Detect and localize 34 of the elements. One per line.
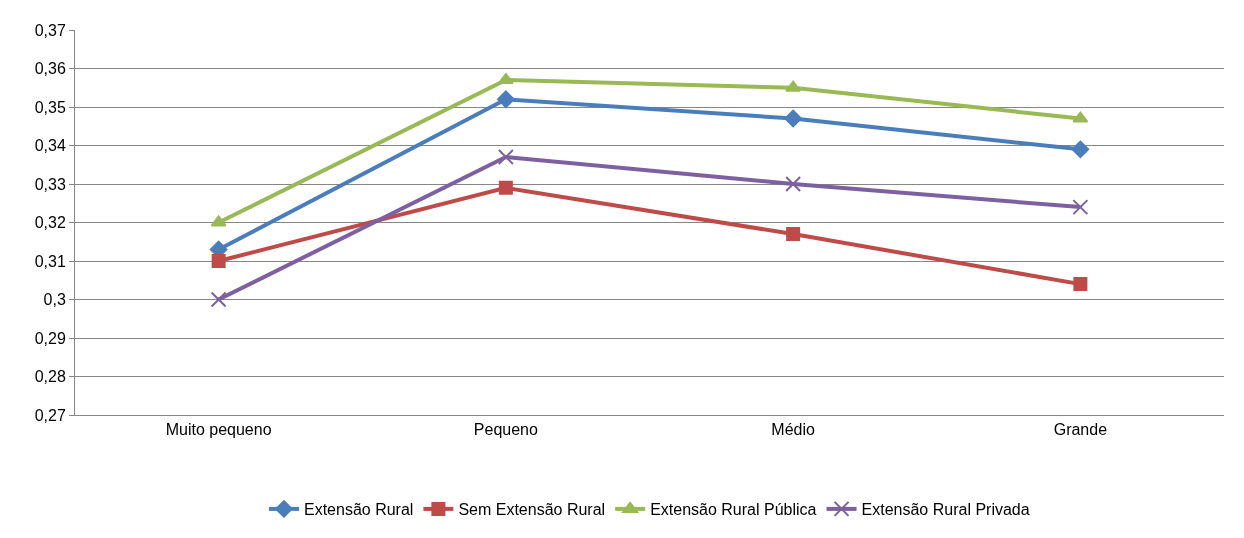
y-tick-label: 0,34 bbox=[34, 137, 66, 155]
point bbox=[497, 149, 514, 166]
y-tick-label: 0,27 bbox=[34, 406, 66, 424]
point bbox=[497, 73, 514, 85]
y-tick-label: 0,31 bbox=[34, 252, 66, 270]
legend-label: Extensão Rural Privada bbox=[861, 501, 1030, 519]
legend-label: Sem Extensão Rural bbox=[458, 501, 606, 519]
point bbox=[1072, 111, 1089, 123]
point bbox=[210, 215, 227, 227]
point bbox=[1072, 199, 1089, 216]
point bbox=[210, 291, 227, 308]
point bbox=[785, 80, 802, 92]
y-tick-label: 0,29 bbox=[34, 329, 66, 347]
y-tick-label: 0,35 bbox=[34, 98, 66, 116]
point bbox=[1071, 140, 1090, 159]
legend-label: Extensão Rural bbox=[304, 501, 414, 519]
y-tick-label: 0,3 bbox=[43, 291, 66, 309]
point bbox=[497, 90, 515, 109]
point bbox=[211, 254, 226, 268]
y-tick-label: 0,37 bbox=[34, 21, 66, 39]
y-tick-label: 0,33 bbox=[34, 175, 66, 193]
point bbox=[786, 227, 801, 242]
point bbox=[785, 176, 802, 192]
point bbox=[1073, 277, 1088, 292]
x-tick-label: Grande bbox=[1053, 421, 1108, 439]
x-tick-label: Muito pequeno bbox=[165, 421, 272, 439]
legend-label: Extensão Rural Pública bbox=[650, 501, 817, 519]
y-tick-label: 0,32 bbox=[34, 214, 66, 232]
point bbox=[784, 109, 802, 128]
y-tick-label: 0,28 bbox=[34, 368, 66, 386]
y-tick-label: 0,36 bbox=[34, 60, 66, 78]
x-tick-label: Pequeno bbox=[473, 421, 539, 439]
point bbox=[498, 180, 513, 195]
x-tick-label: Médio bbox=[771, 421, 816, 439]
